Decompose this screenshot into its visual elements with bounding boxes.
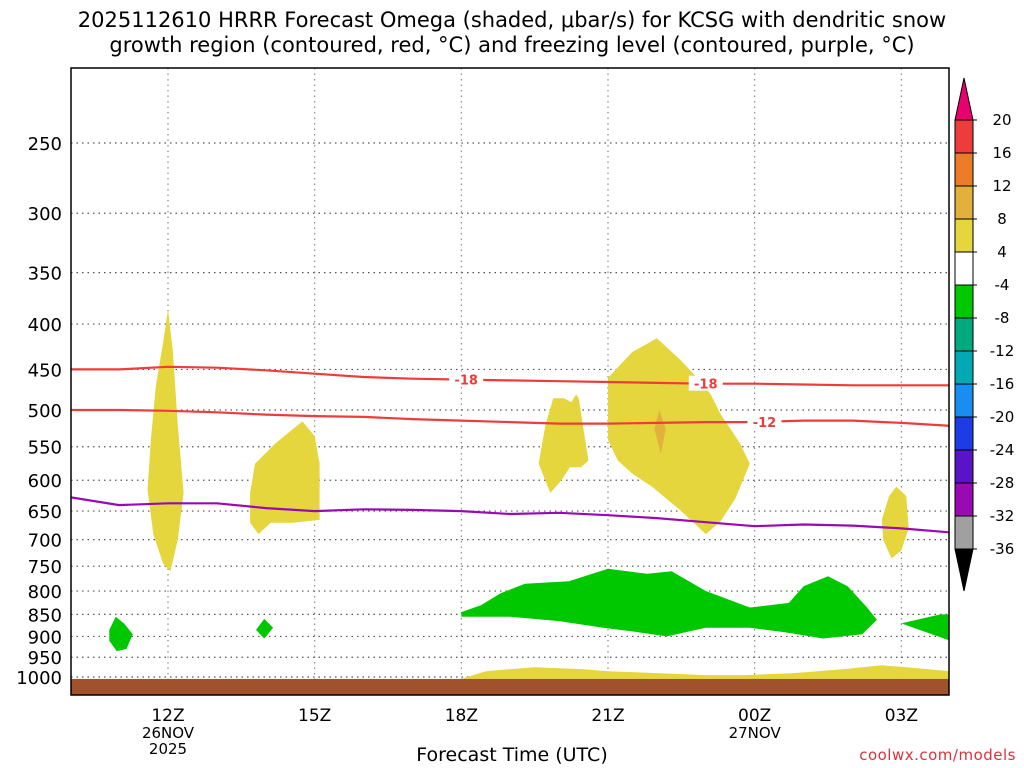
y-tick-label-900: 900 — [28, 627, 62, 648]
colorbar-box-8 — [954, 383, 974, 418]
y-tick-label-850: 850 — [28, 605, 62, 626]
y-tick-label-550: 550 — [28, 438, 62, 459]
colorbar-label-2: 12 — [992, 177, 1011, 195]
colorbar-label-12: -32 — [990, 507, 1015, 525]
colorbar-label-6: -8 — [995, 309, 1010, 327]
contour-label-bg-1-0 — [747, 413, 782, 429]
contour-label-0-1: -18 — [694, 378, 718, 393]
chart-title-line-1: 2025112610 HRRR Forecast Omega (shaded, … — [77, 8, 947, 32]
ground-layer — [71, 678, 949, 695]
omega-region-6 — [461, 665, 949, 679]
colorbar-box-11 — [954, 482, 974, 517]
colorbar-label-1: 16 — [992, 144, 1011, 162]
ground-fill — [71, 678, 949, 695]
omega-region-3 — [608, 338, 750, 535]
colorbar-label-9: -20 — [990, 408, 1015, 426]
colorbar-label-0: 20 — [992, 111, 1011, 129]
y-tick-label-500: 500 — [28, 401, 62, 422]
omega-region-10 — [901, 614, 949, 641]
omega-region-0 — [147, 309, 184, 572]
colorbar-label-4: 4 — [997, 243, 1007, 261]
omega-region-5 — [881, 486, 909, 559]
y-tick-label-650: 650 — [28, 502, 62, 523]
x-tick-label-00Z: 00Z — [738, 706, 771, 726]
colorbar-label-5: -4 — [995, 276, 1010, 294]
y-tick-label-800: 800 — [28, 582, 62, 603]
colorbar-label-8: -16 — [990, 375, 1015, 393]
x-tick-label-03Z: 03Z — [885, 706, 918, 726]
contour-label-0-0: -18 — [454, 374, 478, 389]
colorbar-label-3: 8 — [997, 210, 1007, 228]
contour-line-0 — [71, 365, 949, 387]
colorbar-box-7 — [954, 350, 974, 385]
x-tick-year-12Z: 2025 — [149, 740, 187, 758]
omega-shaded-regions — [109, 309, 949, 679]
colorbar-box-9 — [954, 416, 974, 451]
omega-region-1 — [250, 421, 320, 535]
contour-line-1 — [71, 408, 949, 427]
colorbar: 20 16 12 8 4 -4 -8 -12 -16 -20 -24 -28 -32 -36 — [954, 77, 1015, 592]
contour-line-2 — [71, 496, 949, 534]
colorbar-box-3 — [954, 218, 974, 253]
colorbar-top-arrow — [954, 77, 974, 121]
contour-label-bg-0-1 — [688, 375, 723, 391]
colorbar-box-10 — [954, 449, 974, 484]
y-tick-label-700: 700 — [28, 531, 62, 552]
y-axis-tick-labels: 2503003504004505005506006507007508008509… — [16, 134, 62, 689]
y-tick-label-450: 450 — [28, 360, 62, 381]
x-tick-label-18Z: 18Z — [445, 706, 478, 726]
y-tick-label-600: 600 — [28, 471, 62, 492]
x-tick-label-15Z: 15Z — [298, 706, 331, 726]
chart-title-line-2: growth region (contoured, red, °C) and f… — [109, 33, 915, 57]
colorbar-label-11: -28 — [990, 474, 1015, 492]
x-tick-label-12Z: 12Z — [151, 706, 184, 726]
y-tick-label-400: 400 — [28, 315, 62, 336]
plot-frame — [70, 67, 950, 696]
x-tick-label-21Z: 21Z — [591, 706, 624, 726]
colorbar-box-6 — [954, 317, 974, 352]
y-tick-label-250: 250 — [28, 134, 62, 155]
colorbar-box-0 — [954, 119, 974, 154]
contour-label-bg-0-0 — [449, 371, 484, 387]
colorbar-label-13: -36 — [990, 540, 1015, 558]
colorbar-box-4 — [954, 251, 974, 286]
contour-lines: -18 -18 -12 — [71, 365, 949, 534]
contour-label-1-0: -12 — [753, 416, 777, 431]
x-axis-label: Forecast Time (UTC) — [416, 744, 608, 766]
colorbar-box-5 — [954, 284, 974, 319]
colorbar-box-12 — [954, 515, 974, 550]
omega-region-7 — [461, 568, 877, 639]
credit-text: coolwx.com/models — [859, 746, 1016, 764]
colorbar-bottom-arrow — [954, 548, 974, 592]
x-tick-date-12Z: 26NOV — [142, 724, 195, 742]
x-tick-date-00Z: 27NOV — [729, 724, 782, 742]
y-tick-label-350: 350 — [28, 264, 62, 285]
omega-region-9 — [256, 618, 274, 639]
y-tick-label-1000: 1000 — [16, 668, 62, 689]
y-tick-label-300: 300 — [28, 204, 62, 225]
y-tick-label-950: 950 — [28, 648, 62, 669]
omega-region-2 — [538, 394, 589, 493]
colorbar-label-7: -12 — [990, 342, 1015, 360]
colorbar-label-10: -24 — [990, 441, 1015, 459]
y-tick-label-750: 750 — [28, 557, 62, 578]
colorbar-box-1 — [954, 152, 974, 187]
colorbar-box-2 — [954, 185, 974, 220]
omega-region-8 — [109, 616, 133, 652]
omega-region-4 — [654, 410, 666, 454]
